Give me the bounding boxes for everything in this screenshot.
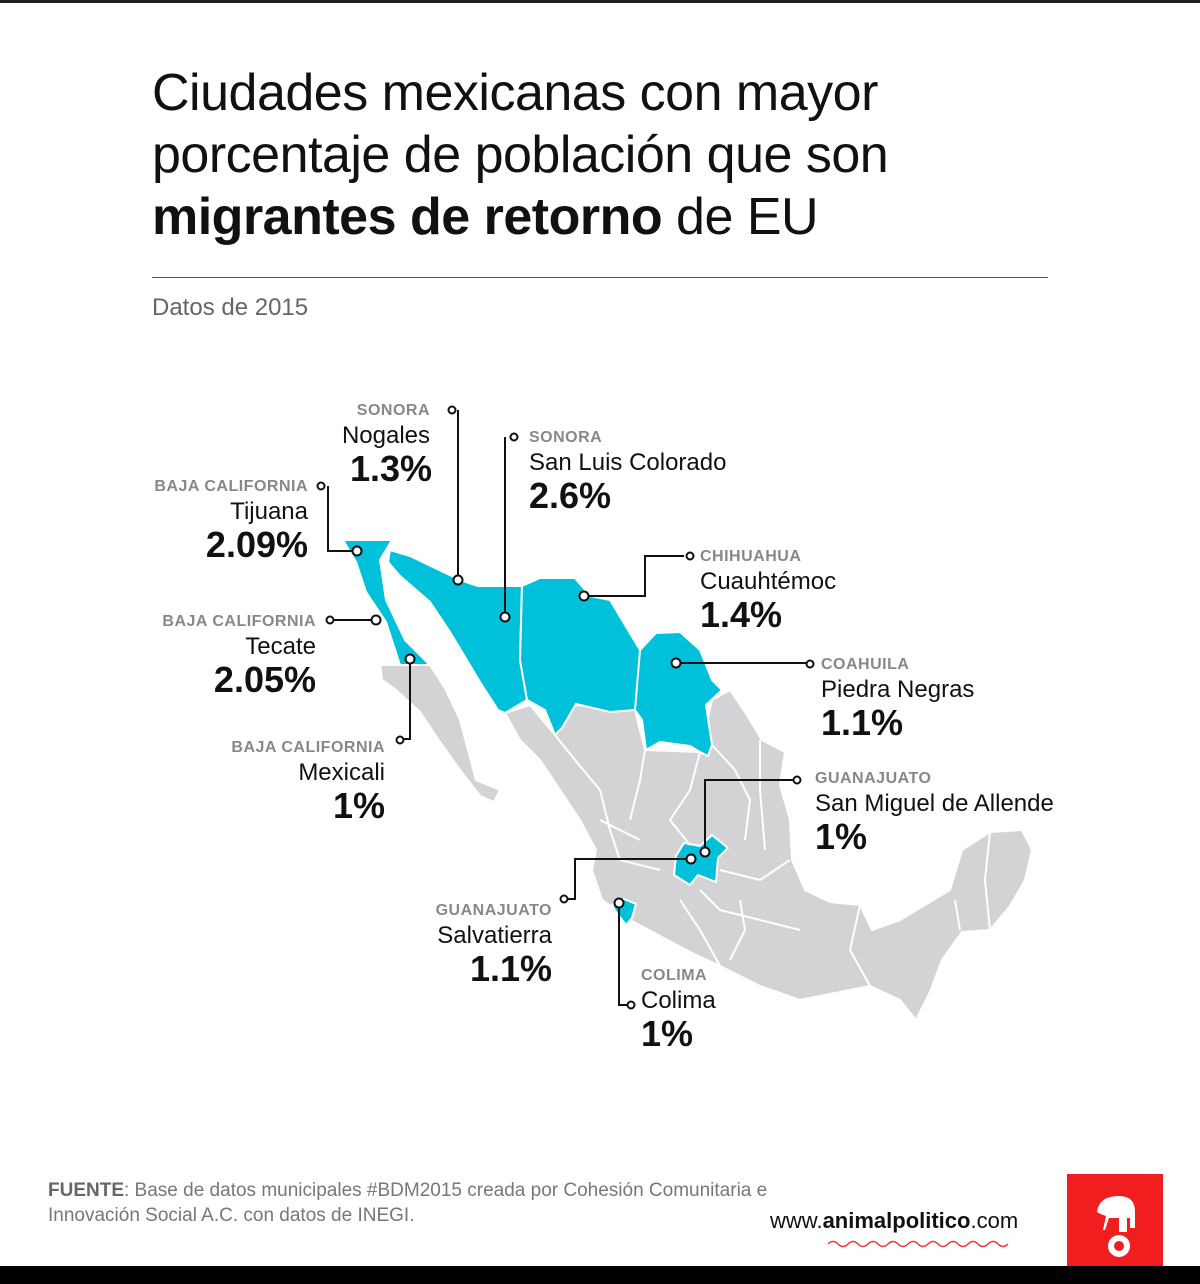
source-note: FUENTE: Base de datos municipales #BDM20… [48, 1178, 768, 1228]
percentage: 2.05% [213, 659, 316, 700]
state-name: BAJA CALIFORNIA [231, 739, 385, 756]
label-san-luis-colorado: SONORA San Luis Colorado 2.6% [529, 429, 726, 515]
label-nogales: SONORA Nogales 1.3% [300, 402, 433, 489]
label-piedra-negras: COAHUILA Piedra Negras 1.1% [821, 656, 974, 742]
source-text: : Base de datos municipales #BDM2015 cre… [48, 1180, 768, 1226]
label-cuauhtemoc: CHIHUAHUA Cuauhtémoc 1.4% [700, 548, 836, 634]
city-name: Nogales [341, 422, 430, 449]
region-sonora [387, 549, 528, 714]
city-name: Mexicali [298, 759, 385, 786]
percentage: 1% [641, 1013, 694, 1054]
city-name: Colima [641, 987, 716, 1014]
url-brand: animalpolitico [822, 1208, 971, 1233]
title-line-2: porcentaje de población que son [152, 126, 889, 184]
leader-lines [316, 405, 815, 1010]
bottom-border [0, 1266, 1200, 1284]
subtitle: Datos de 2015 [152, 294, 309, 321]
state-name: GUANAJUATO [815, 770, 932, 787]
title-bold: migrantes de retorno [152, 188, 663, 246]
site-url[interactable]: www.animalpolitico.com [770, 1208, 1019, 1248]
label-salvatierra: GUANAJUATO Salvatierra 1.1% [400, 902, 552, 988]
region-guanajuato [673, 834, 729, 886]
percentage: 2.6% [529, 475, 612, 516]
city-name: Piedra Negras [821, 676, 975, 703]
label-tecate: BAJA CALIFORNIA Tecate 2.05% [110, 613, 316, 699]
title-rest: de EU [662, 188, 819, 246]
state-name: GUANAJUATO [435, 902, 552, 919]
url-suffix: .com [970, 1208, 1019, 1233]
state-name: BAJA CALIFORNIA [154, 478, 308, 495]
page-title: Ciudades mexicanas con mayor porcentaje d… [152, 62, 1112, 248]
city-name: Salvatierra [437, 922, 552, 949]
percentage: 2.09% [205, 524, 308, 565]
title-divider [152, 277, 1048, 278]
state-borders [554, 734, 991, 987]
state-name: BAJA CALIFORNIA [162, 613, 316, 630]
label-tijuana: BAJA CALIFORNIA Tijuana 2.09% [100, 478, 308, 564]
elephant-on-ball-icon [1097, 1196, 1135, 1257]
percentage: 1.4% [700, 594, 783, 635]
label-colima: COLIMA Colima 1% [641, 967, 716, 1053]
title-line-1: Ciudades mexicanas con mayor [152, 64, 878, 122]
percentage: 1.1% [469, 948, 552, 989]
region-coahuila [634, 631, 723, 757]
brand-logo [1067, 1174, 1163, 1266]
city-name: San Miguel de Allende [815, 790, 1054, 817]
state-name: SONORA [529, 429, 603, 446]
label-mexicali: BAJA CALIFORNIA Mexicali 1% [180, 739, 385, 825]
city-name: Cuauhtémoc [700, 568, 837, 595]
percentage: 1.1% [821, 702, 904, 743]
percentage: 1% [815, 816, 868, 857]
city-name: Tijuana [230, 498, 308, 525]
source-label: FUENTE [48, 1180, 124, 1201]
label-san-miguel-de-allende: GUANAJUATO San Miguel de Allende 1% [815, 770, 1054, 856]
city-name: San Luis Colorado [529, 449, 727, 476]
percentage: 1.3% [350, 448, 433, 489]
wavy-underline [828, 1240, 1009, 1248]
state-name: SONORA [356, 402, 430, 419]
city-name: Tecate [245, 633, 316, 660]
state-name: COAHUILA [821, 656, 910, 673]
top-border [0, 0, 1200, 3]
percentage: 1% [332, 785, 385, 826]
region-baja-california [342, 539, 431, 666]
url-prefix: www. [770, 1208, 823, 1233]
state-name: CHIHUAHUA [700, 548, 802, 565]
state-name: COLIMA [641, 967, 708, 984]
